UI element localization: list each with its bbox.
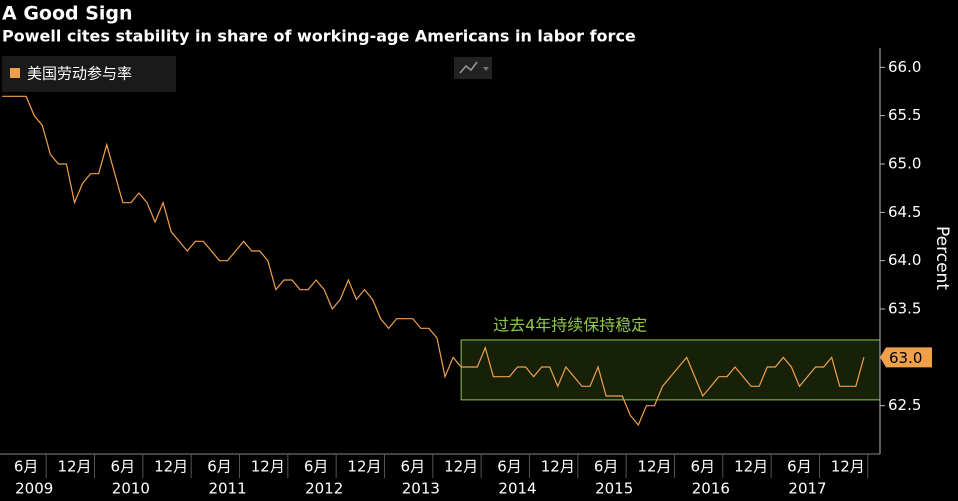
last-value-label: 63.0 bbox=[889, 349, 922, 367]
x-tick-label: 6月 bbox=[594, 458, 619, 476]
x-tick-label: 6月 bbox=[304, 458, 329, 476]
legend-box bbox=[2, 56, 176, 92]
x-tick-label: 6月 bbox=[401, 458, 426, 476]
x-year-label: 2014 bbox=[498, 480, 536, 498]
x-tick-label: 6月 bbox=[14, 458, 39, 476]
x-year-label: 2017 bbox=[788, 480, 826, 498]
y-tick-label: 64.5 bbox=[888, 203, 921, 221]
legend-swatch bbox=[10, 68, 20, 78]
y-tick-label: 63.5 bbox=[888, 300, 921, 318]
y-tick-label: 65.5 bbox=[888, 106, 921, 124]
y-tick-label: 66.0 bbox=[888, 58, 921, 76]
x-tick-label: 12月 bbox=[831, 458, 865, 476]
y-tick-label: 64.0 bbox=[888, 251, 921, 269]
x-tick-label: 12月 bbox=[154, 458, 188, 476]
y-tick-label: 62.5 bbox=[888, 396, 921, 414]
x-tick-label: 12月 bbox=[57, 458, 91, 476]
x-year-label: 2013 bbox=[402, 480, 440, 498]
chart-type-icon[interactable] bbox=[454, 57, 492, 79]
x-tick-label: 12月 bbox=[444, 458, 478, 476]
icon-caret bbox=[483, 67, 489, 71]
x-tick-label: 12月 bbox=[347, 458, 381, 476]
annotation: 过去4年持续保持稳定 bbox=[493, 315, 647, 334]
last-value-tag bbox=[880, 347, 932, 368]
x-tick-label: 12月 bbox=[637, 458, 671, 476]
x-tick-label: 6月 bbox=[207, 458, 232, 476]
x-year-label: 2012 bbox=[305, 480, 343, 498]
y-axis-label: Percent bbox=[932, 226, 952, 290]
x-tick-label: 12月 bbox=[734, 458, 768, 476]
x-year-label: 2009 bbox=[15, 480, 53, 498]
chart-subtitle: Powell cites stability in share of worki… bbox=[2, 27, 636, 46]
x-tick-label: 6月 bbox=[691, 458, 716, 476]
x-year-label: 2011 bbox=[208, 480, 246, 498]
y-tick-label: 65.0 bbox=[888, 155, 921, 173]
x-tick-label: 6月 bbox=[497, 458, 522, 476]
x-year-label: 2010 bbox=[112, 480, 150, 498]
x-tick-label: 6月 bbox=[111, 458, 136, 476]
x-tick-label: 12月 bbox=[251, 458, 285, 476]
icon-line bbox=[459, 61, 478, 74]
x-year-label: 2015 bbox=[595, 480, 633, 498]
legend-label: 美国劳动参与率 bbox=[27, 65, 132, 83]
x-year-label: 2016 bbox=[692, 480, 730, 498]
chart-title: A Good Sign bbox=[2, 3, 133, 25]
highlight-band bbox=[460, 339, 881, 401]
x-tick-label: 12月 bbox=[541, 458, 575, 476]
series-line bbox=[2, 95, 865, 427]
x-tick-label: 6月 bbox=[787, 458, 812, 476]
